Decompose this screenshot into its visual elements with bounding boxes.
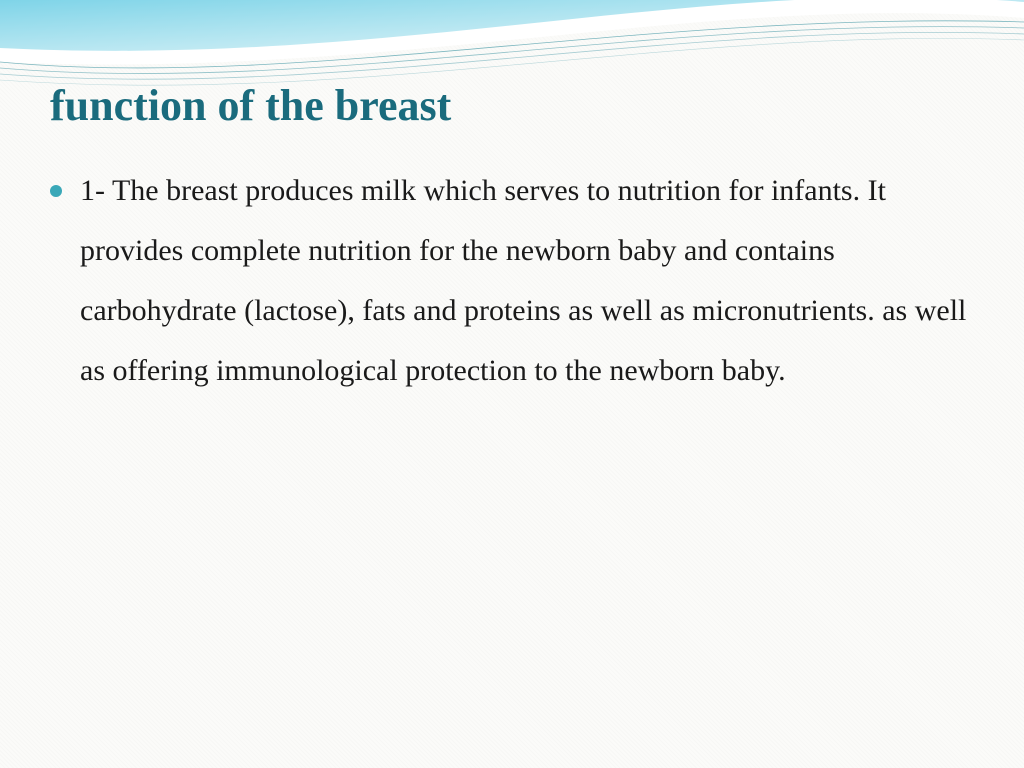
slide-content: function of the breast 1- The breast pro…: [0, 0, 1024, 768]
bullet-item: 1- The breast produces milk which serves…: [80, 161, 974, 401]
bullet-list: 1- The breast produces milk which serves…: [50, 161, 974, 401]
slide-title: function of the breast: [50, 80, 974, 131]
